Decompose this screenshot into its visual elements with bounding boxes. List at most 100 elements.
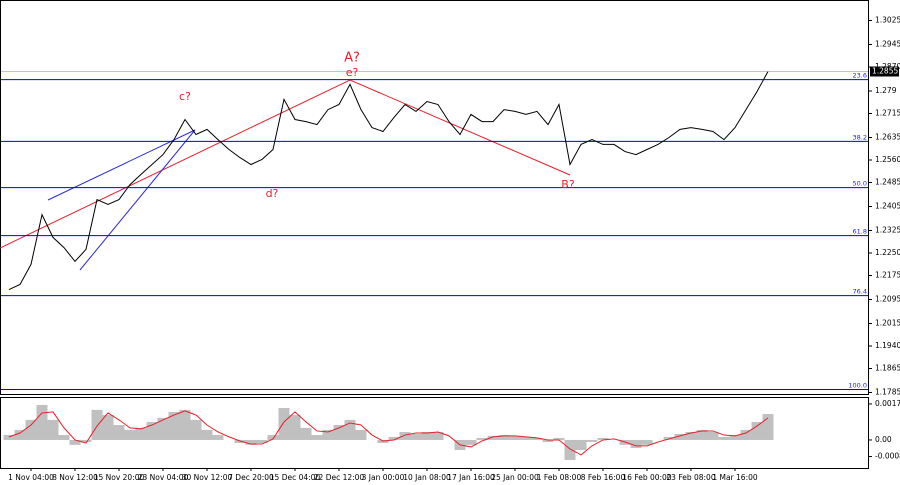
histogram-bar xyxy=(740,429,752,440)
histogram-bar xyxy=(300,427,312,440)
fib-label: 61.8 xyxy=(853,228,867,236)
last-price-box xyxy=(870,66,899,77)
histogram-bar xyxy=(729,435,741,440)
signal-line xyxy=(8,410,769,456)
histogram-bar xyxy=(102,414,114,440)
histogram-bar xyxy=(421,431,433,440)
histogram-bar xyxy=(498,435,510,440)
y-tick-label: 1.2015 xyxy=(875,319,900,328)
x-tick-label: 1 Mar 16:00 xyxy=(712,473,758,482)
wave-label: A? xyxy=(344,51,360,66)
histogram-bar xyxy=(14,429,26,440)
histogram-bar xyxy=(47,419,59,440)
histogram-bar xyxy=(333,425,345,440)
y-tick-label: 1.2325 xyxy=(875,226,900,235)
histogram-bar xyxy=(278,408,290,440)
histogram-bar xyxy=(245,439,257,445)
histogram-bar xyxy=(707,431,719,440)
x-tick-label: 17 Jan 16:00 xyxy=(447,473,495,482)
fib-label: 38.2 xyxy=(853,133,867,141)
x-tick-label: 7 Dec 20:00 xyxy=(228,473,274,482)
x-tick-label: 23 Feb 08:00 xyxy=(666,473,715,482)
histogram-bar xyxy=(201,429,213,440)
histogram-bar xyxy=(344,419,356,440)
y-tick-label: 1.3025 xyxy=(875,16,900,25)
wave-label: d? xyxy=(266,187,279,200)
y-tick-label: 1.1865 xyxy=(875,364,900,373)
y-tick-label: 1.2250 xyxy=(875,248,900,257)
histogram-bar xyxy=(190,419,202,440)
histogram-bar xyxy=(575,439,587,450)
x-tick-label: 22 Dec 12:00 xyxy=(314,473,365,482)
histogram-bar xyxy=(674,434,686,440)
y-tick-label: 1.2485 xyxy=(875,178,900,187)
histogram-bar xyxy=(685,431,697,440)
x-tick-label: 8 Nov 12:00 xyxy=(52,473,98,482)
histogram-bar xyxy=(113,425,125,440)
histogram-bar xyxy=(124,429,136,440)
histogram-bar xyxy=(762,413,774,440)
histogram-bar xyxy=(135,427,147,440)
histogram-bar xyxy=(630,439,642,448)
x-tick-label: 1 Nov 04:00 xyxy=(8,473,54,482)
histogram-bar xyxy=(487,435,499,440)
histogram-bar xyxy=(322,429,334,440)
histogram-bar xyxy=(410,434,422,440)
histogram-bar xyxy=(157,417,169,440)
y-tick-label: 1.1940 xyxy=(875,341,900,350)
histogram-bar xyxy=(509,435,521,440)
histogram-bar xyxy=(388,436,400,440)
y-tick-label: 1.2945 xyxy=(875,40,900,49)
x-tick-label: 8 Feb 16:00 xyxy=(581,473,626,482)
histogram-bar xyxy=(355,429,367,440)
histogram-bar xyxy=(718,436,730,440)
histogram-bar xyxy=(597,437,609,440)
y-tick-label: 0.00 xyxy=(875,435,892,444)
x-tick-label: 23 Nov 04:00 xyxy=(138,473,189,482)
histogram-bar xyxy=(36,404,48,440)
x-tick-label: 15 Dec 04:00 xyxy=(270,473,321,482)
y-tick-label: 0.00176 xyxy=(875,399,900,408)
histogram-bar xyxy=(289,414,301,440)
price-frame xyxy=(0,0,869,395)
x-tick-label: 16 Feb 00:00 xyxy=(622,473,671,482)
y-tick-label: 1.2095 xyxy=(875,295,900,304)
x-tick-label: 3 Jan 00:00 xyxy=(362,473,405,482)
y-tick-label: 1.2405 xyxy=(875,202,900,211)
y-tick-label: 1.2635 xyxy=(875,133,900,142)
histogram-bar xyxy=(696,429,708,440)
y-tick-label: 1.1785 xyxy=(875,388,900,397)
y-tick-label: 1.279 xyxy=(875,86,897,95)
histogram-bar xyxy=(542,439,554,443)
x-tick-label: 25 Jan 00:00 xyxy=(491,473,539,482)
x-tick-label: 30 Nov 12:00 xyxy=(182,473,233,482)
histogram-bar xyxy=(311,435,323,440)
histogram-bar xyxy=(520,436,532,440)
wave-label: c? xyxy=(179,90,191,103)
histogram-bar xyxy=(586,439,598,443)
wave-label: e? xyxy=(346,66,359,79)
histogram-bar xyxy=(399,431,411,440)
y-tick-label: 1.2175 xyxy=(875,271,900,280)
histogram-bar xyxy=(58,435,70,440)
y-tick-label: 1.2560 xyxy=(875,155,900,164)
histogram-bar xyxy=(69,439,81,445)
fib-label: 23.6 xyxy=(853,72,867,80)
fib-label: 76.4 xyxy=(853,288,867,296)
oscillator-frame xyxy=(0,397,869,469)
histogram-bar xyxy=(179,409,191,440)
histogram-bar xyxy=(91,409,103,440)
histogram-bar xyxy=(751,421,763,440)
wave-label: B? xyxy=(561,178,575,191)
histogram-bar xyxy=(432,431,444,440)
fib-label: 100.0 xyxy=(848,382,867,390)
channel-line xyxy=(79,129,196,271)
histogram-bar xyxy=(146,421,158,440)
histogram-bar xyxy=(641,439,653,445)
y-tick-label: -0.00081 xyxy=(875,452,900,461)
histogram-bar xyxy=(3,435,15,440)
histogram-bar xyxy=(564,439,576,461)
histogram-bar xyxy=(267,435,279,440)
